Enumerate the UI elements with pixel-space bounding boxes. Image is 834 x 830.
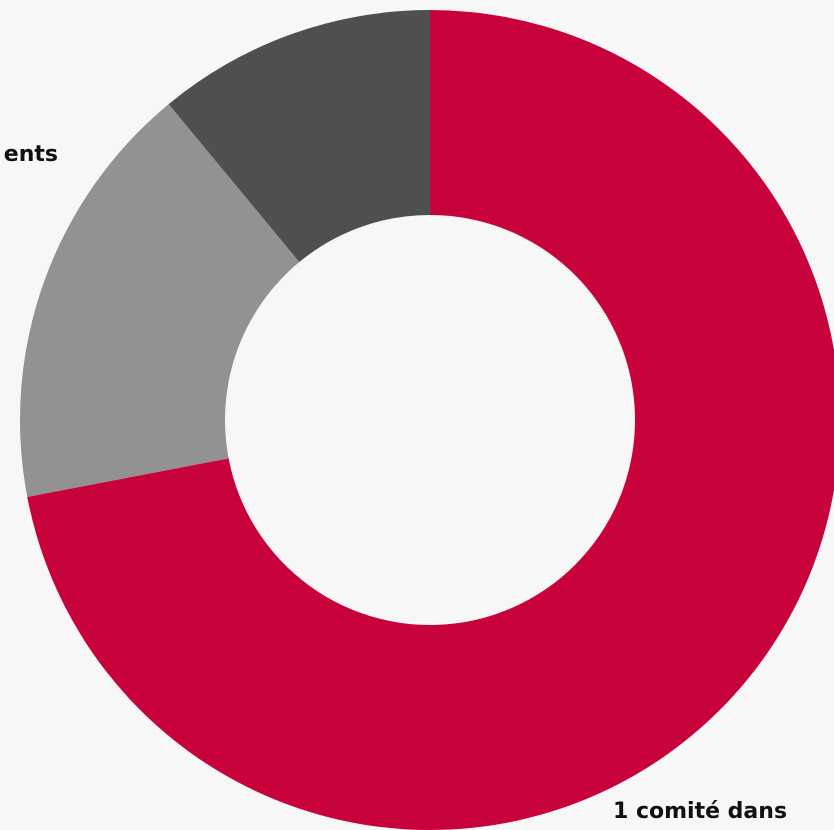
donut-slice	[19, 104, 300, 497]
donut-slice	[168, 10, 430, 263]
slice-label: 1 comité dans	[613, 799, 787, 824]
donut-slice	[27, 10, 834, 830]
slice-label: ents	[4, 142, 58, 167]
